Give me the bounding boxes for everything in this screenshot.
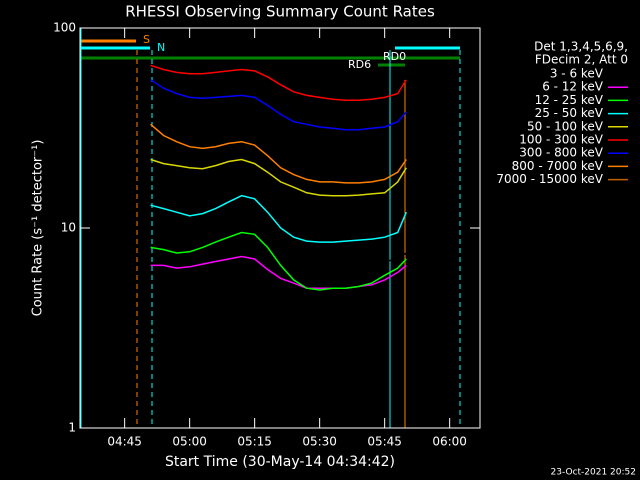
x-tick-label: 05:15: [237, 435, 272, 449]
legend-header: FDecim 2, Att 0: [535, 53, 628, 67]
x-axis-label: Start Time (30-May-14 04:34:42): [165, 454, 395, 470]
x-tick-label: 06:00: [432, 435, 467, 449]
annotation: RD6: [348, 58, 371, 71]
legend-label: 50 - 100 keV: [527, 119, 604, 133]
series-line: [150, 123, 407, 184]
series-line: [150, 194, 407, 243]
timestamp: 23-Oct-2021 20:52: [551, 468, 636, 478]
legend-label: 800 - 7000 keV: [512, 159, 604, 173]
series-line: [150, 79, 407, 131]
y-axis-label: Count Rate (s⁻¹ detector⁻¹): [31, 140, 46, 317]
legend-label: 3 - 6 keV: [550, 67, 604, 81]
legend-label: 12 - 25 keV: [535, 93, 604, 107]
series-line: [150, 255, 407, 289]
x-tick-label: 05:45: [367, 435, 402, 449]
annotation: N: [157, 41, 165, 54]
legend-label: 100 - 300 keV: [519, 133, 603, 147]
legend-label: 7000 - 15000 keV: [496, 172, 603, 186]
series-line: [150, 158, 407, 197]
annotation: S: [143, 33, 150, 46]
series-line: [150, 231, 407, 291]
legend-label: 6 - 12 keV: [542, 80, 604, 94]
legend-label: 300 - 800 keV: [519, 146, 603, 160]
x-tick-label: 04:45: [107, 435, 142, 449]
legend-label: 25 - 50 keV: [535, 106, 604, 120]
series-line: [150, 64, 407, 102]
y-tick-label: 10: [61, 221, 76, 235]
annotation: RD0: [383, 50, 406, 63]
x-tick-label: 05:30: [302, 435, 337, 449]
chart-title: RHESSI Observing Summary Count Rates: [125, 3, 435, 21]
legend-header: Det 1,3,4,5,6,9,: [534, 40, 628, 54]
series-line: [150, 234, 407, 268]
y-tick-label: 1: [68, 421, 76, 435]
x-tick-label: 05:00: [172, 435, 207, 449]
y-tick-label: 100: [53, 21, 76, 35]
